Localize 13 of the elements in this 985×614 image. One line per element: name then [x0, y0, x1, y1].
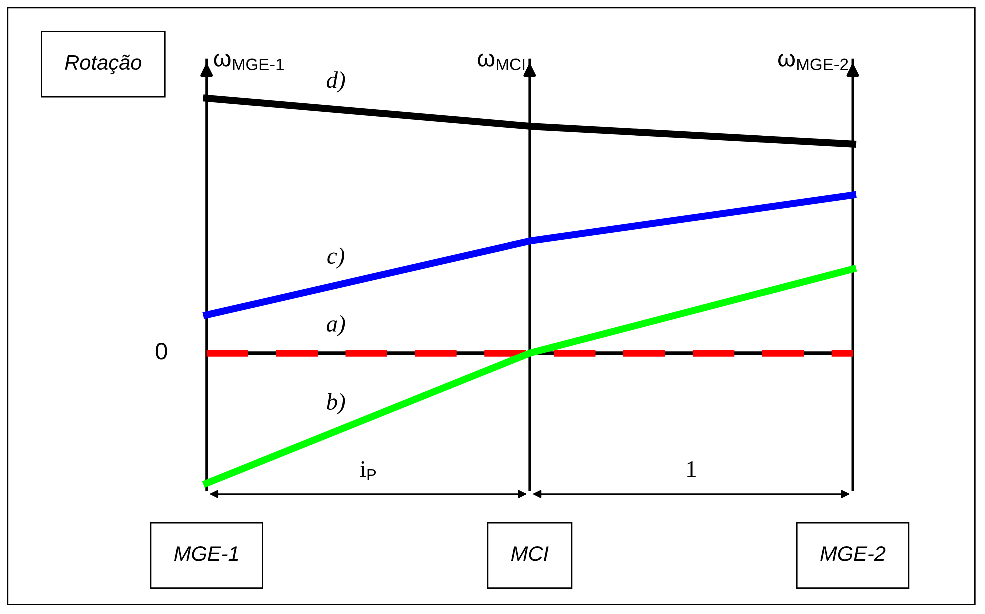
series-label: d) [326, 72, 346, 93]
ref-line-label: ω$_{MGE-2}$ [778, 54, 848, 70]
series-label: a) [326, 315, 346, 337]
ref-line-label: ω$_{MGE-1}$ [214, 54, 284, 70]
x-tick-label: MGE-1 [174, 546, 238, 562]
series-label: c) [328, 248, 345, 269]
ref-line-label: 0 [156, 343, 168, 360]
annotation: 1 [688, 461, 696, 478]
x-tick-label: MGE-2 [820, 546, 886, 562]
y-axis-title: Rotação [65, 54, 142, 74]
ref-line-label: ω$_{MCI}$ [478, 54, 525, 70]
series-label: b) [327, 393, 346, 415]
x-tick-label: MCI [511, 546, 549, 562]
